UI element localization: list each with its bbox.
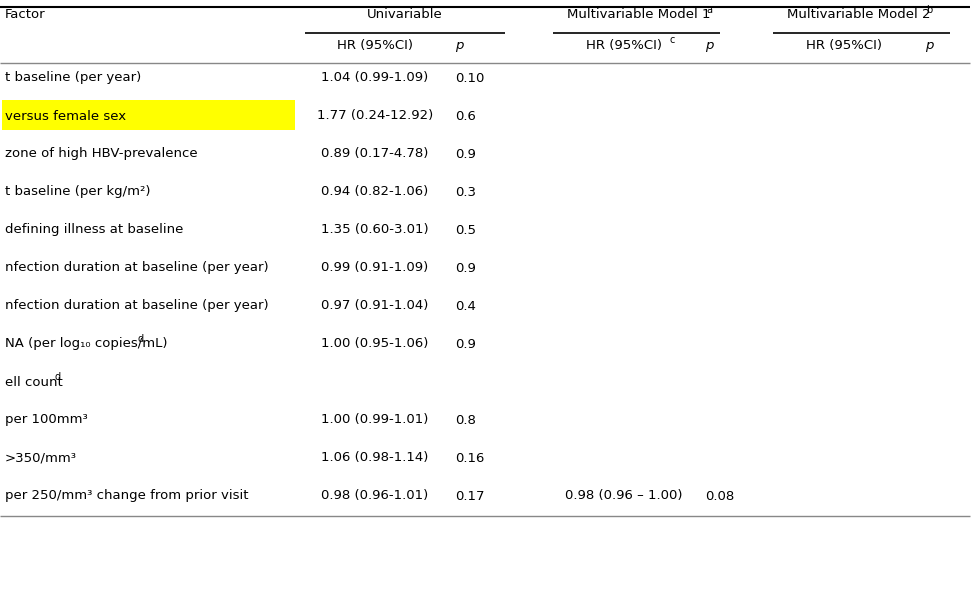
Text: 0.98 (0.96 – 1.00): 0.98 (0.96 – 1.00) bbox=[566, 489, 682, 503]
Text: 1.00 (0.99-1.01): 1.00 (0.99-1.01) bbox=[322, 413, 429, 427]
Text: Multivariable Model 2: Multivariable Model 2 bbox=[787, 8, 931, 22]
Text: 0.10: 0.10 bbox=[455, 71, 485, 85]
Text: 0.99 (0.91-1.09): 0.99 (0.91-1.09) bbox=[322, 261, 429, 275]
Text: 0.6: 0.6 bbox=[455, 110, 476, 122]
Text: 0.9: 0.9 bbox=[455, 148, 476, 160]
Text: 0.97 (0.91-1.04): 0.97 (0.91-1.04) bbox=[322, 299, 429, 313]
Text: d: d bbox=[137, 334, 143, 344]
Text: 0.9: 0.9 bbox=[455, 338, 476, 350]
Text: 1.00 (0.95-1.06): 1.00 (0.95-1.06) bbox=[322, 338, 429, 350]
Text: per 250/mm³ change from prior visit: per 250/mm³ change from prior visit bbox=[5, 489, 249, 503]
Text: a: a bbox=[706, 5, 712, 15]
Text: Univariable: Univariable bbox=[368, 8, 443, 22]
Text: 0.4: 0.4 bbox=[455, 299, 476, 313]
Text: 0.08: 0.08 bbox=[705, 489, 734, 503]
Text: c: c bbox=[670, 35, 676, 45]
Text: b: b bbox=[926, 5, 932, 15]
Text: 0.94 (0.82-1.06): 0.94 (0.82-1.06) bbox=[322, 186, 429, 198]
Text: 1.06 (0.98-1.14): 1.06 (0.98-1.14) bbox=[322, 451, 429, 465]
Text: 1.77 (0.24-12.92): 1.77 (0.24-12.92) bbox=[317, 110, 433, 122]
Text: 0.3: 0.3 bbox=[455, 186, 476, 198]
Text: 1.35 (0.60-3.01): 1.35 (0.60-3.01) bbox=[321, 223, 429, 237]
Text: ell count: ell count bbox=[5, 376, 62, 388]
Text: HR (95%CI): HR (95%CI) bbox=[586, 39, 662, 51]
Text: 0.5: 0.5 bbox=[455, 223, 476, 237]
Text: HR (95%CI): HR (95%CI) bbox=[806, 39, 882, 51]
Text: Factor: Factor bbox=[5, 8, 46, 22]
Text: 0.98 (0.96-1.01): 0.98 (0.96-1.01) bbox=[322, 489, 429, 503]
Text: t baseline (per kg/m²): t baseline (per kg/m²) bbox=[5, 186, 150, 198]
Text: zone of high HBV-prevalence: zone of high HBV-prevalence bbox=[5, 148, 198, 160]
Text: HR (95%CI): HR (95%CI) bbox=[337, 39, 413, 51]
Text: >350/mm³: >350/mm³ bbox=[5, 451, 77, 465]
Text: 0.8: 0.8 bbox=[455, 413, 476, 427]
Text: d: d bbox=[55, 372, 60, 382]
Text: 0.16: 0.16 bbox=[455, 451, 485, 465]
Text: p: p bbox=[455, 39, 463, 51]
Text: NA (per log₁₀ copies/mL): NA (per log₁₀ copies/mL) bbox=[5, 338, 168, 350]
Bar bbox=[2, 100, 295, 130]
Text: 0.9: 0.9 bbox=[455, 261, 476, 275]
Text: 1.04 (0.99-1.09): 1.04 (0.99-1.09) bbox=[322, 71, 429, 85]
Text: 0.89 (0.17-4.78): 0.89 (0.17-4.78) bbox=[322, 148, 429, 160]
Text: per 100mm³: per 100mm³ bbox=[5, 413, 88, 427]
Text: nfection duration at baseline (per year): nfection duration at baseline (per year) bbox=[5, 261, 269, 275]
Text: t baseline (per year): t baseline (per year) bbox=[5, 71, 141, 85]
Text: p: p bbox=[925, 39, 933, 51]
Text: defining illness at baseline: defining illness at baseline bbox=[5, 223, 183, 237]
Text: versus female sex: versus female sex bbox=[5, 110, 126, 122]
Text: 0.17: 0.17 bbox=[455, 489, 485, 503]
Text: nfection duration at baseline (per year): nfection duration at baseline (per year) bbox=[5, 299, 269, 313]
Text: p: p bbox=[705, 39, 714, 51]
Text: Multivariable Model 1: Multivariable Model 1 bbox=[567, 8, 711, 22]
